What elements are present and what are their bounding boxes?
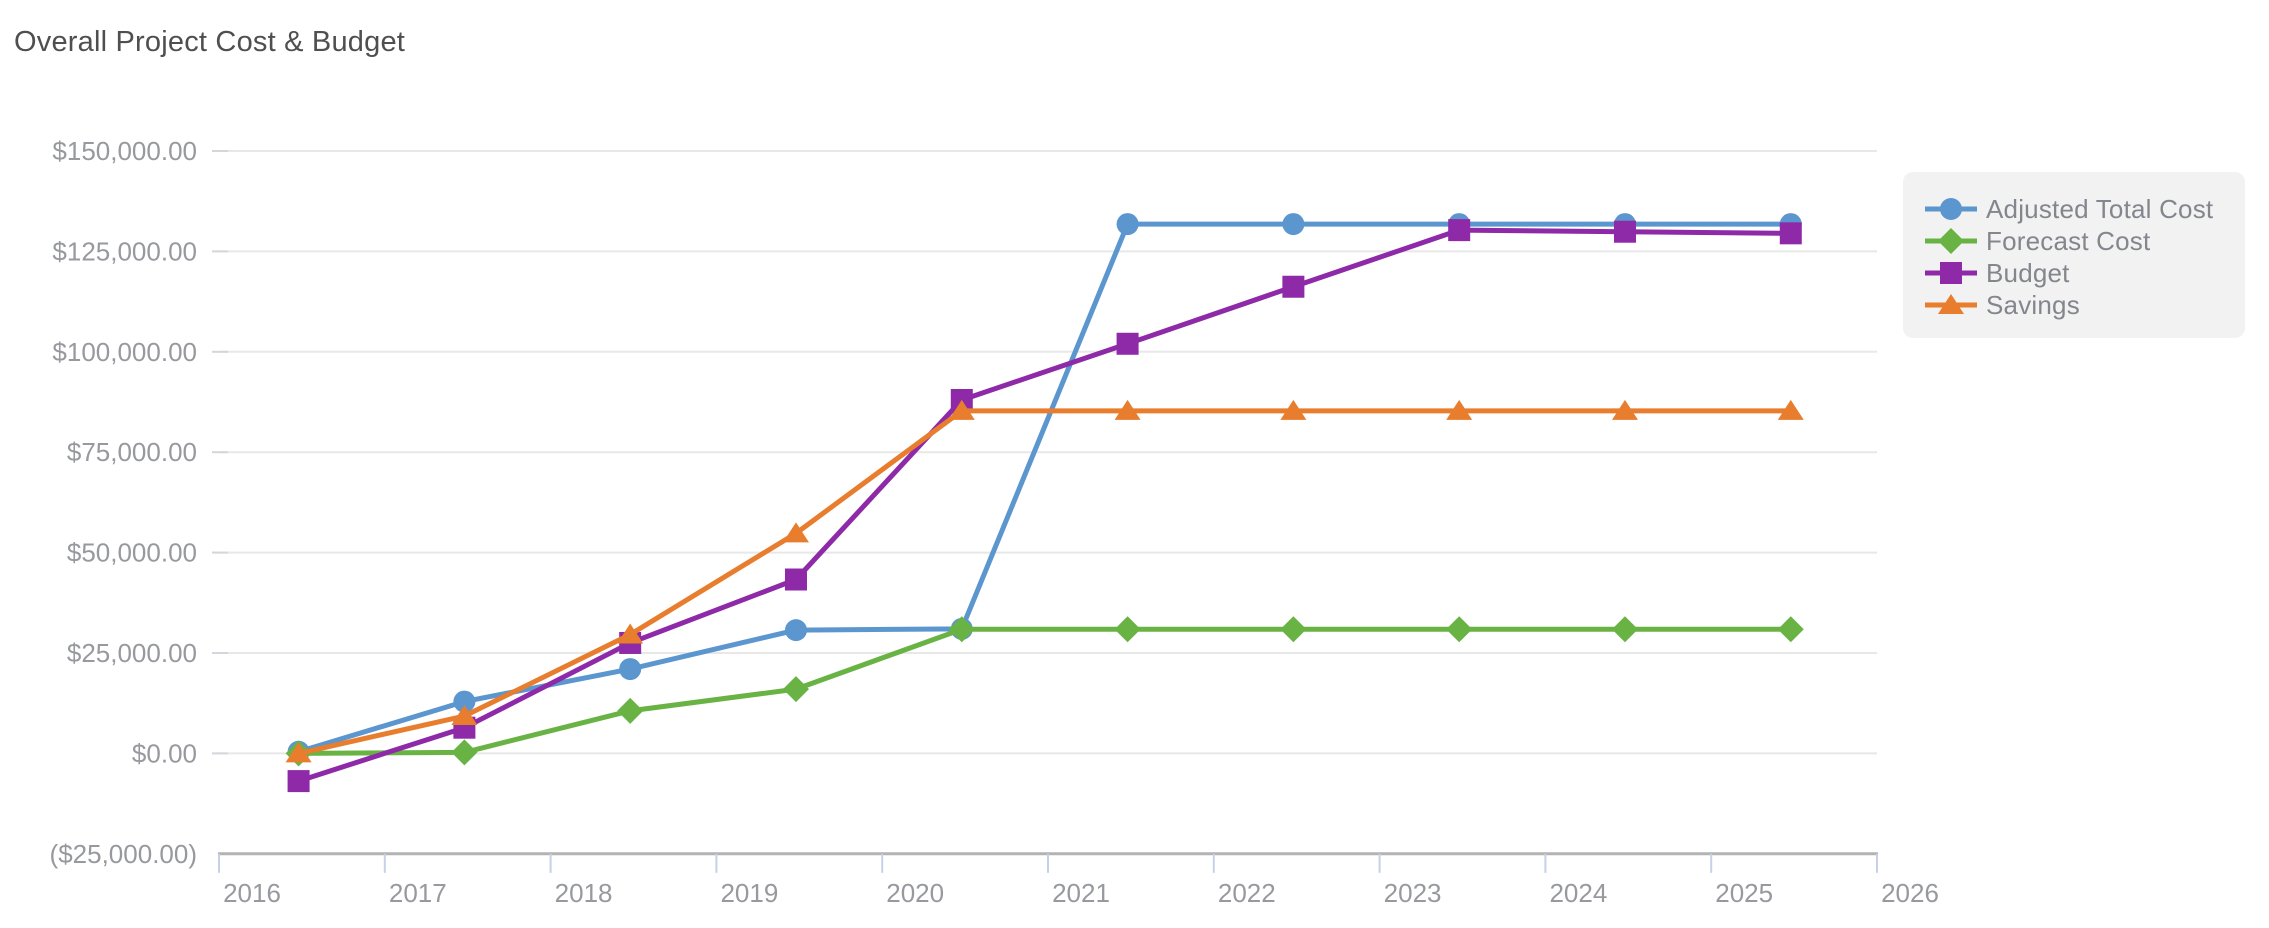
- x-axis-label-2021: 2021: [1052, 878, 1110, 908]
- legend-marker-savings[interactable]: [1938, 294, 1964, 314]
- y-axis-label-50000: $50,000.00: [67, 538, 197, 568]
- point-forecast-cost-2021[interactable]: [1114, 616, 1141, 643]
- y-axis-label-125000: $125,000.00: [52, 236, 197, 266]
- x-axis-label-2022: 2022: [1218, 878, 1276, 908]
- x-axis-label-2018: 2018: [555, 878, 613, 908]
- series-line-savings[interactable]: [296, 408, 1794, 756]
- point-forecast-cost-2020[interactable]: [948, 616, 975, 643]
- series-adjusted-total-cost[interactable]: [287, 213, 1802, 763]
- legend-label-forecast-cost: Forecast Cost: [1986, 225, 2151, 256]
- point-forecast-cost-2019[interactable]: [782, 676, 809, 703]
- point-budget-2024[interactable]: [1613, 220, 1636, 243]
- legend-item-forecast-cost[interactable]: Forecast Cost: [1925, 225, 2229, 257]
- point-adjusted-total-cost-2017[interactable]: [453, 690, 476, 713]
- y-axis-label--25000: ($25,000.00): [50, 839, 197, 869]
- series-line-adjusted-total-cost[interactable]: [296, 221, 1794, 755]
- legend-marker-forecast-cost[interactable]: [1938, 228, 1964, 254]
- point-adjusted-total-cost-2019[interactable]: [784, 619, 807, 642]
- x-axis-label-2026: 2026: [1881, 878, 1939, 908]
- y-axis-label-100000: $100,000.00: [52, 337, 197, 367]
- point-budget-2019[interactable]: [784, 568, 807, 591]
- y-axis-label-75000: $75,000.00: [67, 437, 197, 467]
- point-savings-2018[interactable]: [617, 623, 644, 644]
- point-adjusted-total-cost-2018[interactable]: [619, 658, 642, 681]
- legend-triangle-savings-icon: [1925, 294, 1977, 314]
- x-axis-label-2020: 2020: [886, 878, 944, 908]
- x-axis-label-2025: 2025: [1715, 878, 1773, 908]
- y-axis-label-0: $0.00: [132, 738, 197, 768]
- y-axis-label-150000: $150,000.00: [52, 136, 197, 166]
- point-budget-2025[interactable]: [1779, 222, 1802, 245]
- chart-legend: Adjusted Total Cost Forecast Cost Budget Sa…: [1903, 172, 2245, 338]
- legend-item-budget[interactable]: Budget: [1925, 257, 2229, 289]
- point-budget-2022[interactable]: [1282, 275, 1305, 298]
- x-axis-label-2017: 2017: [389, 878, 447, 908]
- x-axis: 2016 2017 2018 2019 2020 2021 2022 2023 2024 2025…: [218, 852, 1939, 908]
- point-forecast-cost-2025[interactable]: [1777, 616, 1804, 643]
- point-forecast-cost-2018[interactable]: [617, 697, 644, 724]
- point-savings-2019[interactable]: [782, 522, 809, 543]
- series-forecast-cost[interactable]: [285, 616, 1804, 767]
- series-budget[interactable]: [287, 219, 1802, 793]
- point-forecast-cost-2024[interactable]: [1611, 616, 1638, 643]
- point-budget-2021[interactable]: [1116, 332, 1139, 355]
- point-savings-2023[interactable]: [1446, 399, 1473, 420]
- legend-square-budget-icon: [1925, 262, 1977, 284]
- point-forecast-cost-2023[interactable]: [1446, 616, 1473, 643]
- point-savings-2020[interactable]: [948, 399, 975, 420]
- legend-diamond-forecast-cost-icon: [1925, 228, 1977, 254]
- legend-item-adjusted-total-cost[interactable]: Adjusted Total Cost: [1925, 193, 2229, 225]
- point-savings-2024[interactable]: [1611, 399, 1638, 420]
- legend-marker-budget[interactable]: [1940, 262, 1962, 284]
- legend-label-savings: Savings: [1986, 289, 2080, 320]
- legend-marker-adjusted-total-cost[interactable]: [1940, 198, 1962, 220]
- point-savings-2021[interactable]: [1114, 399, 1141, 420]
- series-line-budget[interactable]: [296, 227, 1794, 784]
- y-gridlines: $150,000.00 $125,000.00 $100,000.00 $75,000…: [50, 136, 1877, 869]
- legend-item-savings[interactable]: Savings: [1925, 289, 2229, 321]
- x-axis-label-2023: 2023: [1384, 878, 1442, 908]
- point-forecast-cost-2022[interactable]: [1280, 616, 1307, 643]
- point-savings-2025[interactable]: [1777, 399, 1804, 420]
- point-savings-2017[interactable]: [451, 705, 478, 726]
- point-budget-2016[interactable]: [287, 770, 310, 793]
- point-adjusted-total-cost-2022[interactable]: [1282, 213, 1305, 236]
- x-axis-label-2016: 2016: [223, 878, 281, 908]
- point-forecast-cost-2017[interactable]: [451, 739, 478, 766]
- point-adjusted-total-cost-2021[interactable]: [1116, 213, 1139, 236]
- x-axis-label-2024: 2024: [1549, 878, 1607, 908]
- point-savings-2016[interactable]: [285, 742, 312, 763]
- point-budget-2023[interactable]: [1448, 219, 1471, 242]
- legend-label-budget: Budget: [1986, 257, 2070, 288]
- chart-title: Overall Project Cost & Budget: [14, 26, 406, 58]
- series-savings[interactable]: [285, 399, 1804, 763]
- legend-label-adjusted-total-cost: Adjusted Total Cost: [1986, 193, 2214, 224]
- legend-circle-adjusted-total-cost-icon: [1925, 198, 1977, 220]
- point-savings-2022[interactable]: [1280, 399, 1307, 420]
- x-axis-label-2019: 2019: [720, 878, 778, 908]
- y-axis-label-25000: $25,000.00: [67, 638, 197, 668]
- series-line-forecast-cost[interactable]: [296, 626, 1794, 756]
